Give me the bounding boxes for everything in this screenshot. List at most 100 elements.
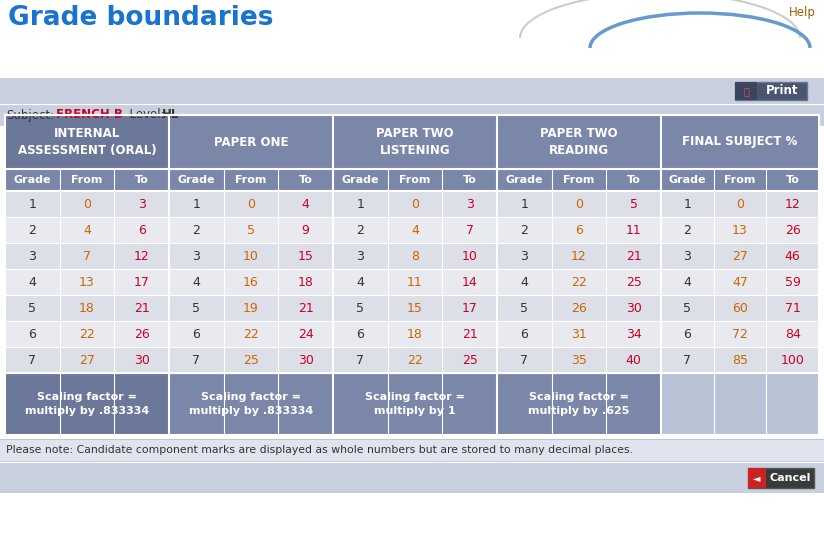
Bar — [5, 373, 169, 435]
Text: 85: 85 — [732, 353, 748, 367]
Text: 3: 3 — [28, 249, 36, 262]
Text: 30: 30 — [625, 301, 642, 315]
Text: 6: 6 — [138, 224, 146, 237]
Text: 5: 5 — [356, 301, 364, 315]
Text: 3: 3 — [466, 197, 474, 210]
Text: ◄: ◄ — [753, 473, 761, 483]
Text: 21: 21 — [625, 249, 642, 262]
Bar — [497, 373, 661, 435]
Text: 25: 25 — [461, 353, 478, 367]
Text: 6: 6 — [683, 328, 691, 340]
Text: To: To — [299, 175, 312, 185]
Text: 12: 12 — [571, 249, 587, 262]
Text: 13: 13 — [733, 224, 748, 237]
Text: 9: 9 — [302, 224, 310, 237]
Text: 3: 3 — [192, 249, 200, 262]
Text: INTERNAL
ASSESSMENT (ORAL): INTERNAL ASSESSMENT (ORAL) — [17, 127, 157, 157]
Text: 27: 27 — [79, 353, 95, 367]
Text: Scaling factor =
multiply by 1: Scaling factor = multiply by 1 — [365, 392, 465, 416]
Text: Scaling factor =
multiply by .625: Scaling factor = multiply by .625 — [528, 392, 630, 416]
Bar — [735, 82, 757, 100]
Text: Scaling factor =
multiply by .833334: Scaling factor = multiply by .833334 — [25, 392, 149, 416]
Text: 5: 5 — [520, 301, 528, 315]
Bar — [0, 0, 824, 78]
Text: 5: 5 — [683, 301, 691, 315]
Bar — [748, 468, 766, 488]
Text: 4: 4 — [192, 276, 200, 288]
Text: 11: 11 — [625, 224, 642, 237]
Text: Print: Print — [765, 84, 798, 98]
Text: 19: 19 — [243, 301, 259, 315]
Text: 2: 2 — [192, 224, 200, 237]
Text: 4: 4 — [683, 276, 691, 288]
Text: 25: 25 — [243, 353, 259, 367]
Text: Please note: Candidate component marks are displayed as whole numbers but are st: Please note: Candidate component marks a… — [6, 445, 633, 455]
Text: 7: 7 — [466, 224, 474, 237]
Text: 6: 6 — [575, 224, 583, 237]
Text: PAPER TWO
READING: PAPER TWO READING — [541, 127, 618, 157]
Text: 22: 22 — [243, 328, 259, 340]
Text: 60: 60 — [732, 301, 748, 315]
Text: Subject:: Subject: — [6, 109, 54, 122]
Text: 15: 15 — [407, 301, 423, 315]
Text: 26: 26 — [571, 301, 587, 315]
Text: Scaling factor =
multiply by .833334: Scaling factor = multiply by .833334 — [189, 392, 313, 416]
Text: 0: 0 — [411, 197, 419, 210]
Text: 7: 7 — [192, 353, 200, 367]
Text: 5: 5 — [630, 197, 638, 210]
Text: 21: 21 — [133, 301, 149, 315]
Bar — [0, 439, 824, 461]
Text: HL: HL — [162, 109, 180, 122]
Bar — [0, 104, 824, 126]
Text: 7: 7 — [83, 249, 91, 262]
Bar — [5, 115, 819, 435]
Bar — [5, 217, 819, 243]
Text: 11: 11 — [407, 276, 423, 288]
Text: 18: 18 — [79, 301, 95, 315]
Text: ⎙: ⎙ — [743, 86, 749, 96]
Text: 15: 15 — [297, 249, 314, 262]
Text: 13: 13 — [79, 276, 95, 288]
Text: PAPER ONE: PAPER ONE — [213, 135, 288, 149]
Text: 0: 0 — [247, 197, 255, 210]
Text: 4: 4 — [357, 276, 364, 288]
Text: 6: 6 — [357, 328, 364, 340]
Text: 22: 22 — [571, 276, 587, 288]
Text: 7: 7 — [28, 353, 36, 367]
Bar — [5, 243, 819, 269]
Text: 6: 6 — [28, 328, 36, 340]
Text: 31: 31 — [571, 328, 587, 340]
Bar — [735, 82, 807, 100]
Bar — [661, 373, 819, 435]
Bar — [169, 373, 333, 435]
Text: 6: 6 — [521, 328, 528, 340]
Text: Grade boundaries: Grade boundaries — [8, 5, 274, 31]
Text: 2: 2 — [683, 224, 691, 237]
Text: 26: 26 — [784, 224, 801, 237]
Text: 27: 27 — [732, 249, 748, 262]
Text: PAPER TWO
LISTENING: PAPER TWO LISTENING — [377, 127, 454, 157]
Bar — [661, 115, 819, 169]
Text: 30: 30 — [297, 353, 314, 367]
Text: 71: 71 — [784, 301, 801, 315]
Text: 5: 5 — [247, 224, 255, 237]
Text: 0: 0 — [575, 197, 583, 210]
Text: 16: 16 — [243, 276, 259, 288]
Text: Grade: Grade — [342, 175, 379, 185]
Text: 21: 21 — [461, 328, 478, 340]
Bar — [5, 347, 819, 373]
Text: 25: 25 — [625, 276, 642, 288]
Bar — [169, 115, 333, 169]
Text: 12: 12 — [133, 249, 149, 262]
Text: 3: 3 — [683, 249, 691, 262]
Text: FRENCH B: FRENCH B — [56, 109, 123, 122]
Text: 34: 34 — [625, 328, 642, 340]
Text: 14: 14 — [461, 276, 478, 288]
Text: 72: 72 — [732, 328, 748, 340]
Text: 3: 3 — [138, 197, 146, 210]
Text: Grade: Grade — [178, 175, 215, 185]
Text: To: To — [786, 175, 799, 185]
Text: 3: 3 — [357, 249, 364, 262]
Text: 1: 1 — [521, 197, 528, 210]
Text: 18: 18 — [297, 276, 314, 288]
